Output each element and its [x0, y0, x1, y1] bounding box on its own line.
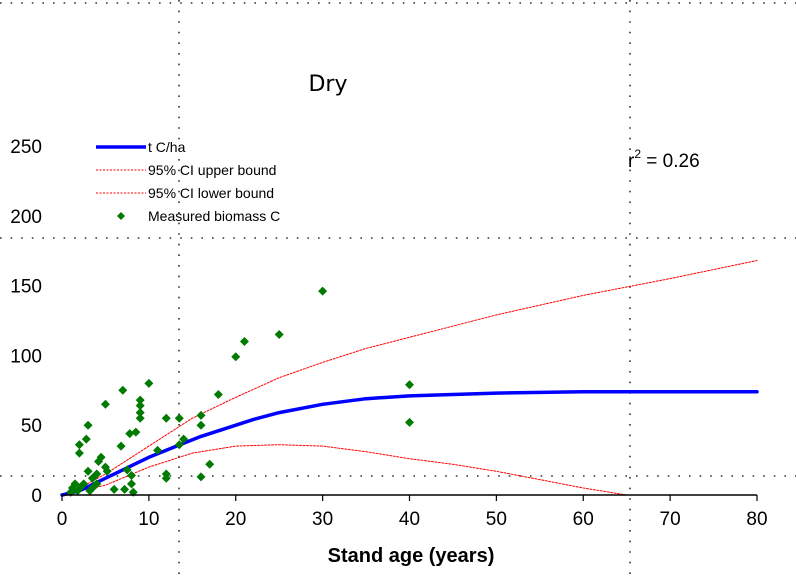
- data-point: [118, 385, 128, 395]
- legend-label: 95% CI upper bound: [148, 162, 276, 178]
- data-point: [125, 429, 135, 439]
- data-point: [83, 466, 93, 476]
- data-point: [161, 413, 171, 423]
- chart-title: Dry: [308, 72, 347, 97]
- x-tick-label: 80: [746, 509, 767, 530]
- y-tick-label: 100: [10, 346, 42, 367]
- data-point: [109, 484, 119, 494]
- x-tick-label: 10: [138, 509, 159, 530]
- r-squared-value: = 0.26: [641, 151, 700, 172]
- x-axis-title: Stand age (years): [328, 545, 495, 567]
- x-tick-label: 0: [57, 509, 68, 530]
- data-point: [127, 479, 136, 489]
- data-point: [102, 466, 112, 476]
- data-point: [174, 440, 184, 450]
- r-squared-prefix: r: [628, 151, 635, 172]
- data-point: [174, 413, 184, 423]
- legend-label: 95% CI lower bound: [148, 185, 274, 201]
- data-point: [144, 378, 154, 388]
- plot-area: [60, 260, 759, 497]
- legend-label: Measured biomass C: [148, 208, 280, 224]
- data-point: [135, 413, 145, 423]
- legend-label: t C/ha: [148, 139, 186, 155]
- legend: t C/ha 95% CI upper bound 95% CI lower bou…: [96, 139, 280, 224]
- data-point: [239, 336, 249, 346]
- r-squared-superscript: 2: [634, 147, 641, 161]
- data-point: [318, 286, 328, 296]
- r-squared-annotation: r2 = 0.26: [628, 147, 700, 172]
- data-point: [116, 441, 126, 451]
- series-line-0: [60, 389, 759, 497]
- data-point: [83, 420, 93, 430]
- y-tick-label: 150: [10, 277, 42, 298]
- x-tick-label: 70: [660, 509, 681, 530]
- data-point: [196, 410, 206, 420]
- y-tick-label: 250: [10, 137, 42, 158]
- data-point: [74, 440, 84, 450]
- x-tick-label: 40: [399, 509, 420, 530]
- data-point: [196, 472, 206, 482]
- legend-swatch: [117, 212, 125, 220]
- x-tick-label: 50: [486, 509, 507, 530]
- axes: 0 10 20 30 40 50 60 70 80 0 50 100 150 200 250: [10, 137, 767, 530]
- x-tick-label: 60: [573, 509, 594, 530]
- y-tick-label: 50: [21, 416, 42, 437]
- data-point: [153, 445, 163, 455]
- data-point: [100, 399, 110, 409]
- data-point: [161, 473, 171, 483]
- data-point: [74, 448, 84, 458]
- series-line-1: [61, 260, 758, 496]
- x-tick-label: 30: [312, 509, 333, 530]
- data-point: [405, 417, 414, 427]
- y-tick-label: 0: [31, 486, 42, 507]
- data-point: [96, 452, 106, 462]
- data-point: [81, 434, 91, 444]
- data-point: [122, 465, 132, 475]
- x-tick-label: 20: [225, 509, 246, 530]
- y-tick-label: 200: [10, 207, 42, 228]
- data-point: [405, 380, 414, 390]
- data-point: [135, 395, 145, 405]
- data-point: [127, 470, 136, 480]
- data-point: [274, 329, 284, 339]
- data-point: [196, 420, 206, 430]
- data-point: [92, 479, 102, 489]
- data-point: [131, 427, 141, 437]
- series-line-2: [61, 444, 636, 496]
- data-point: [92, 469, 102, 479]
- data-point: [205, 459, 215, 469]
- data-point: [179, 434, 189, 444]
- data-point: [79, 479, 89, 489]
- data-point: [231, 352, 241, 362]
- data-point: [213, 389, 223, 399]
- data-point: [135, 408, 145, 418]
- data-point: [120, 484, 130, 494]
- data-point: [135, 401, 145, 411]
